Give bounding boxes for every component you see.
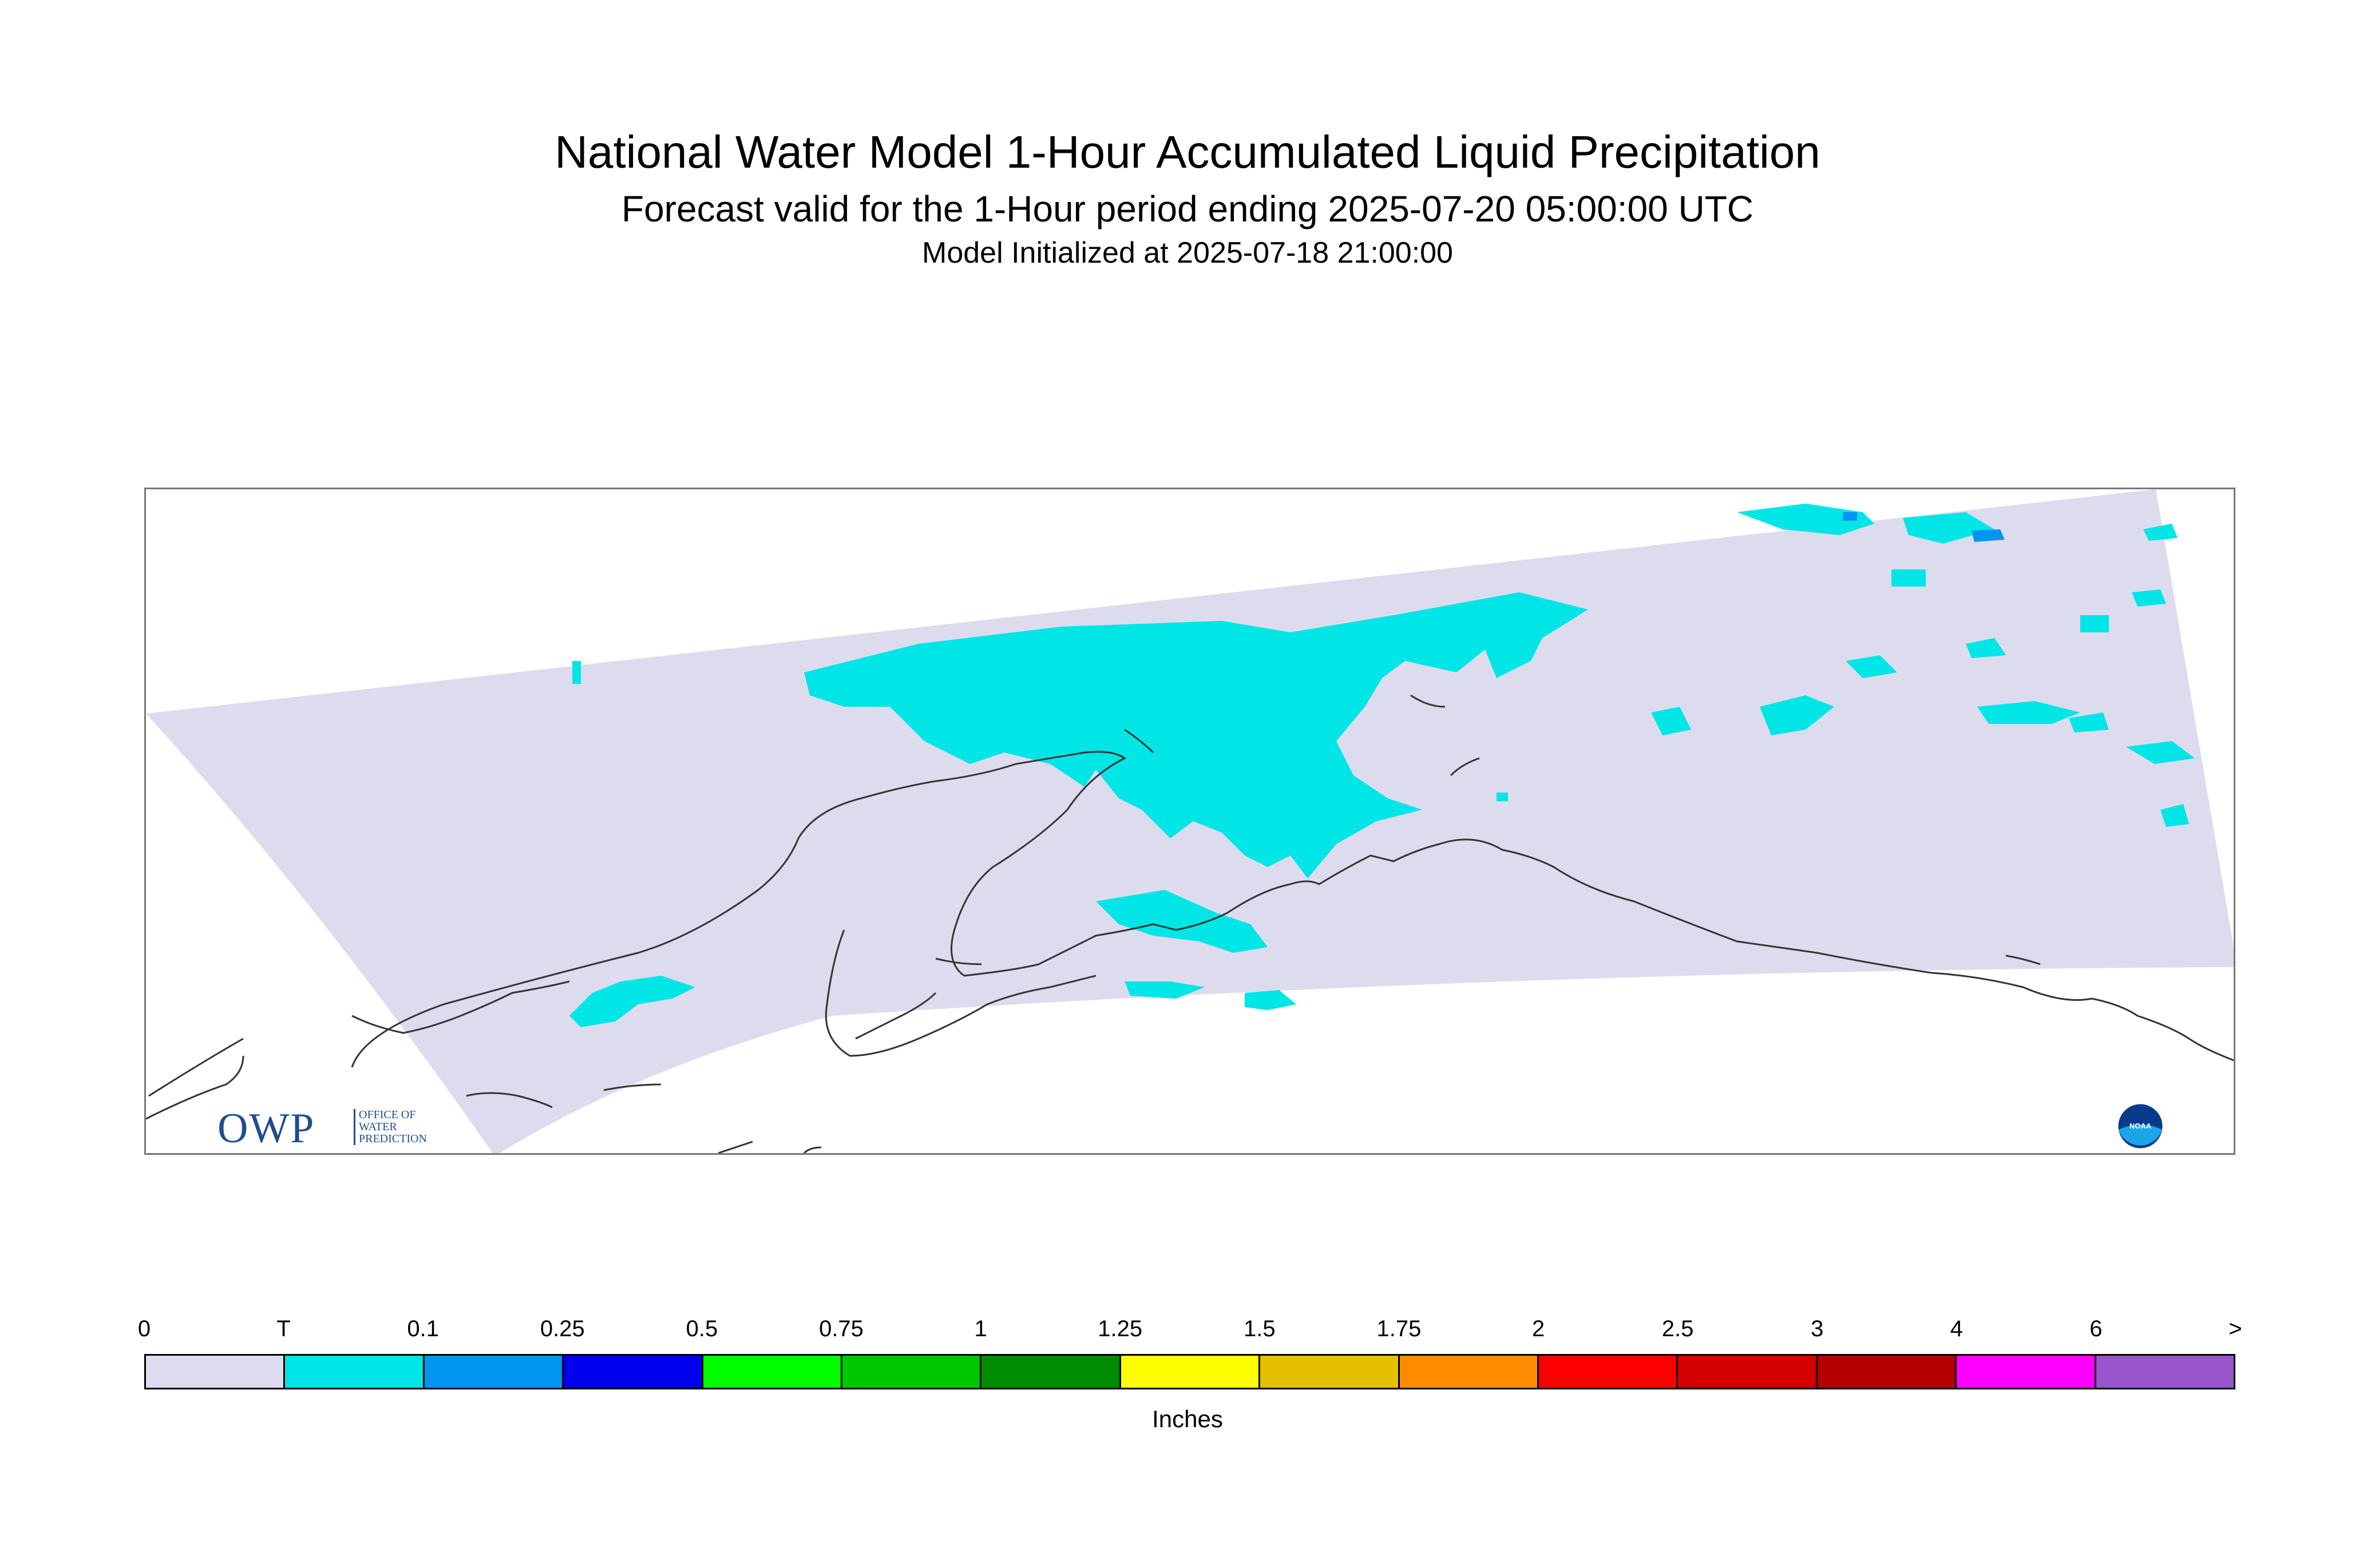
precip-area-coast bbox=[1245, 990, 1296, 1010]
coastline-southwest bbox=[351, 980, 570, 1034]
legend-swatch bbox=[564, 1356, 703, 1388]
legend-tick-label: 6 bbox=[2089, 1316, 2103, 1341]
precip-area-small2 bbox=[1497, 793, 1508, 801]
legend-swatch bbox=[1539, 1356, 1679, 1388]
legend-swatch bbox=[146, 1356, 286, 1388]
coastline-south-bits bbox=[718, 1141, 822, 1153]
legend-swatch bbox=[1817, 1356, 1957, 1388]
legend-tick-label: > bbox=[2228, 1316, 2242, 1341]
precip-area-east11 bbox=[2143, 524, 2178, 541]
precip-area-east6 bbox=[2069, 712, 2109, 732]
legend-tick-label: 4 bbox=[1950, 1316, 1963, 1341]
legend-swatch bbox=[1121, 1356, 1261, 1388]
precip-area-east12 bbox=[1966, 638, 2006, 658]
map-panel bbox=[144, 488, 2235, 1155]
coastline-mainland bbox=[148, 751, 2234, 1097]
precip-area-east3 bbox=[2126, 741, 2195, 764]
owp-logo-subtitle: OFFICE OF WATER PREDICTION bbox=[354, 1109, 433, 1145]
precip-area-central bbox=[804, 592, 1588, 878]
legend-tick-label: 0 bbox=[137, 1316, 151, 1341]
precip-area-east8 bbox=[2160, 804, 2189, 827]
heavier-precip-cell-2 bbox=[1843, 512, 1857, 521]
precip-area-east4 bbox=[1651, 707, 1691, 735]
legend-swatch bbox=[1957, 1356, 2096, 1388]
legend-swatch bbox=[285, 1356, 425, 1388]
coastlines bbox=[146, 694, 2234, 1153]
legend-tick-label: 0.75 bbox=[819, 1316, 864, 1341]
legend-tick-label: 1.5 bbox=[1243, 1316, 1276, 1341]
precip-area-east10 bbox=[2132, 589, 2166, 607]
precip-area-south bbox=[1096, 890, 1268, 953]
precip-area-east2 bbox=[1977, 701, 2080, 724]
precip-area-southwest bbox=[569, 976, 695, 1027]
legend-swatch bbox=[1399, 1356, 1539, 1388]
legend-tick-label: 2.5 bbox=[1661, 1316, 1694, 1341]
legend-swatch bbox=[703, 1356, 843, 1388]
precip-area-northeast2 bbox=[1903, 512, 1994, 544]
precip-areas bbox=[569, 504, 2195, 1027]
precip-area-east1 bbox=[1760, 695, 1834, 735]
legend-colorbar bbox=[144, 1354, 2235, 1389]
owp-logo-letters: OWP bbox=[217, 1105, 315, 1152]
legend-swatch bbox=[1260, 1356, 1400, 1388]
coastline-peninsula bbox=[825, 929, 1097, 1057]
legend-tick-label: 2 bbox=[1531, 1316, 1545, 1341]
noaa-logo: NOAA bbox=[2116, 1102, 2164, 1150]
precip-area-east9 bbox=[2080, 615, 2109, 632]
legend-swatch bbox=[981, 1356, 1121, 1388]
legend-tick-label: 1 bbox=[974, 1316, 987, 1341]
precip-area-east5 bbox=[1846, 655, 1897, 678]
legend-tick-label: 0.5 bbox=[686, 1316, 718, 1341]
model-init-time: Model Initialized at 2025-07-18 21:00:00 bbox=[922, 236, 1453, 270]
coastline-islands bbox=[603, 694, 2041, 1091]
legend-tick-label: 3 bbox=[1811, 1316, 1824, 1341]
precip-area-northeast bbox=[1737, 504, 1874, 535]
legend-swatch bbox=[842, 1356, 982, 1388]
heavier-precip-areas bbox=[1843, 512, 2005, 542]
chart-title: National Water Model 1-Hour Accumulated … bbox=[555, 126, 1820, 177]
precip-area-east7 bbox=[1891, 569, 1926, 587]
legend-tick-labels: 0 T 0.1 0.25 0.5 0.75 1 1.25 1.5 1.75 2 2.5 3 4 6 > bbox=[0, 1316, 2375, 1351]
legend-units: Inches bbox=[1152, 1405, 1223, 1432]
legend-tick-label: T bbox=[276, 1316, 291, 1341]
heavier-precip-cell bbox=[1972, 529, 2005, 542]
coastline-aleutian bbox=[466, 1092, 553, 1108]
precipitation-map bbox=[146, 489, 2234, 1153]
chart-subtitle: Forecast valid for the 1-Hour period end… bbox=[621, 188, 1754, 229]
legend-tick-label: 0.1 bbox=[407, 1316, 439, 1341]
legend-swatch bbox=[424, 1356, 564, 1388]
noaa-logo-text: NOAA bbox=[2129, 1122, 2152, 1130]
legend-tick-label: 0.25 bbox=[540, 1316, 585, 1341]
legend-swatch bbox=[1678, 1356, 1818, 1388]
precip-area-small1 bbox=[572, 661, 581, 684]
coastline-bay bbox=[855, 992, 937, 1040]
legend-swatch bbox=[2096, 1356, 2234, 1388]
legend-tick-label: 1.75 bbox=[1376, 1316, 1422, 1341]
precip-area-coast2 bbox=[1125, 981, 1205, 999]
legend-tick-label: 1.25 bbox=[1098, 1316, 1143, 1341]
coastline-west bbox=[146, 1055, 244, 1120]
